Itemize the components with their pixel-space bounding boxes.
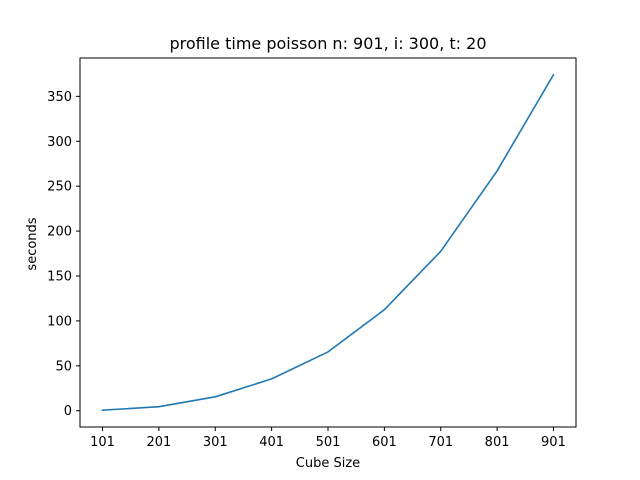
x-axis: 101 201 301 401 501 601 701 801 901 bbox=[90, 427, 566, 450]
x-axis-label: Cube Size bbox=[296, 456, 360, 471]
x-tick-label: 401 bbox=[259, 435, 284, 450]
series-line bbox=[101, 73, 555, 412]
y-tick-label: 0 bbox=[64, 404, 72, 419]
y-tick-label: 150 bbox=[47, 270, 72, 285]
y-tick-label: 300 bbox=[47, 135, 72, 150]
x-tick-label: 201 bbox=[146, 435, 171, 450]
plot-area bbox=[79, 57, 577, 428]
y-axis: 0 50 100 150 200 250 300 350 bbox=[47, 90, 80, 419]
x-tick-label: 601 bbox=[372, 435, 397, 450]
y-tick-label: 250 bbox=[47, 180, 72, 195]
y-tick-label: 50 bbox=[55, 359, 72, 374]
y-axis-label: seconds bbox=[25, 217, 40, 270]
plot-frame bbox=[79, 57, 577, 428]
x-tick-label: 101 bbox=[90, 435, 115, 450]
chart-title: profile time poisson n: 901, i: 300, t: … bbox=[169, 34, 486, 53]
x-tick-label: 301 bbox=[203, 435, 228, 450]
y-tick-label: 350 bbox=[47, 90, 72, 105]
x-tick-label: 801 bbox=[485, 435, 510, 450]
x-tick-label: 701 bbox=[428, 435, 453, 450]
y-tick-label: 100 bbox=[47, 314, 72, 329]
y-tick-label: 200 bbox=[47, 225, 72, 240]
x-tick-label: 901 bbox=[541, 435, 566, 450]
x-tick-label: 501 bbox=[316, 435, 341, 450]
